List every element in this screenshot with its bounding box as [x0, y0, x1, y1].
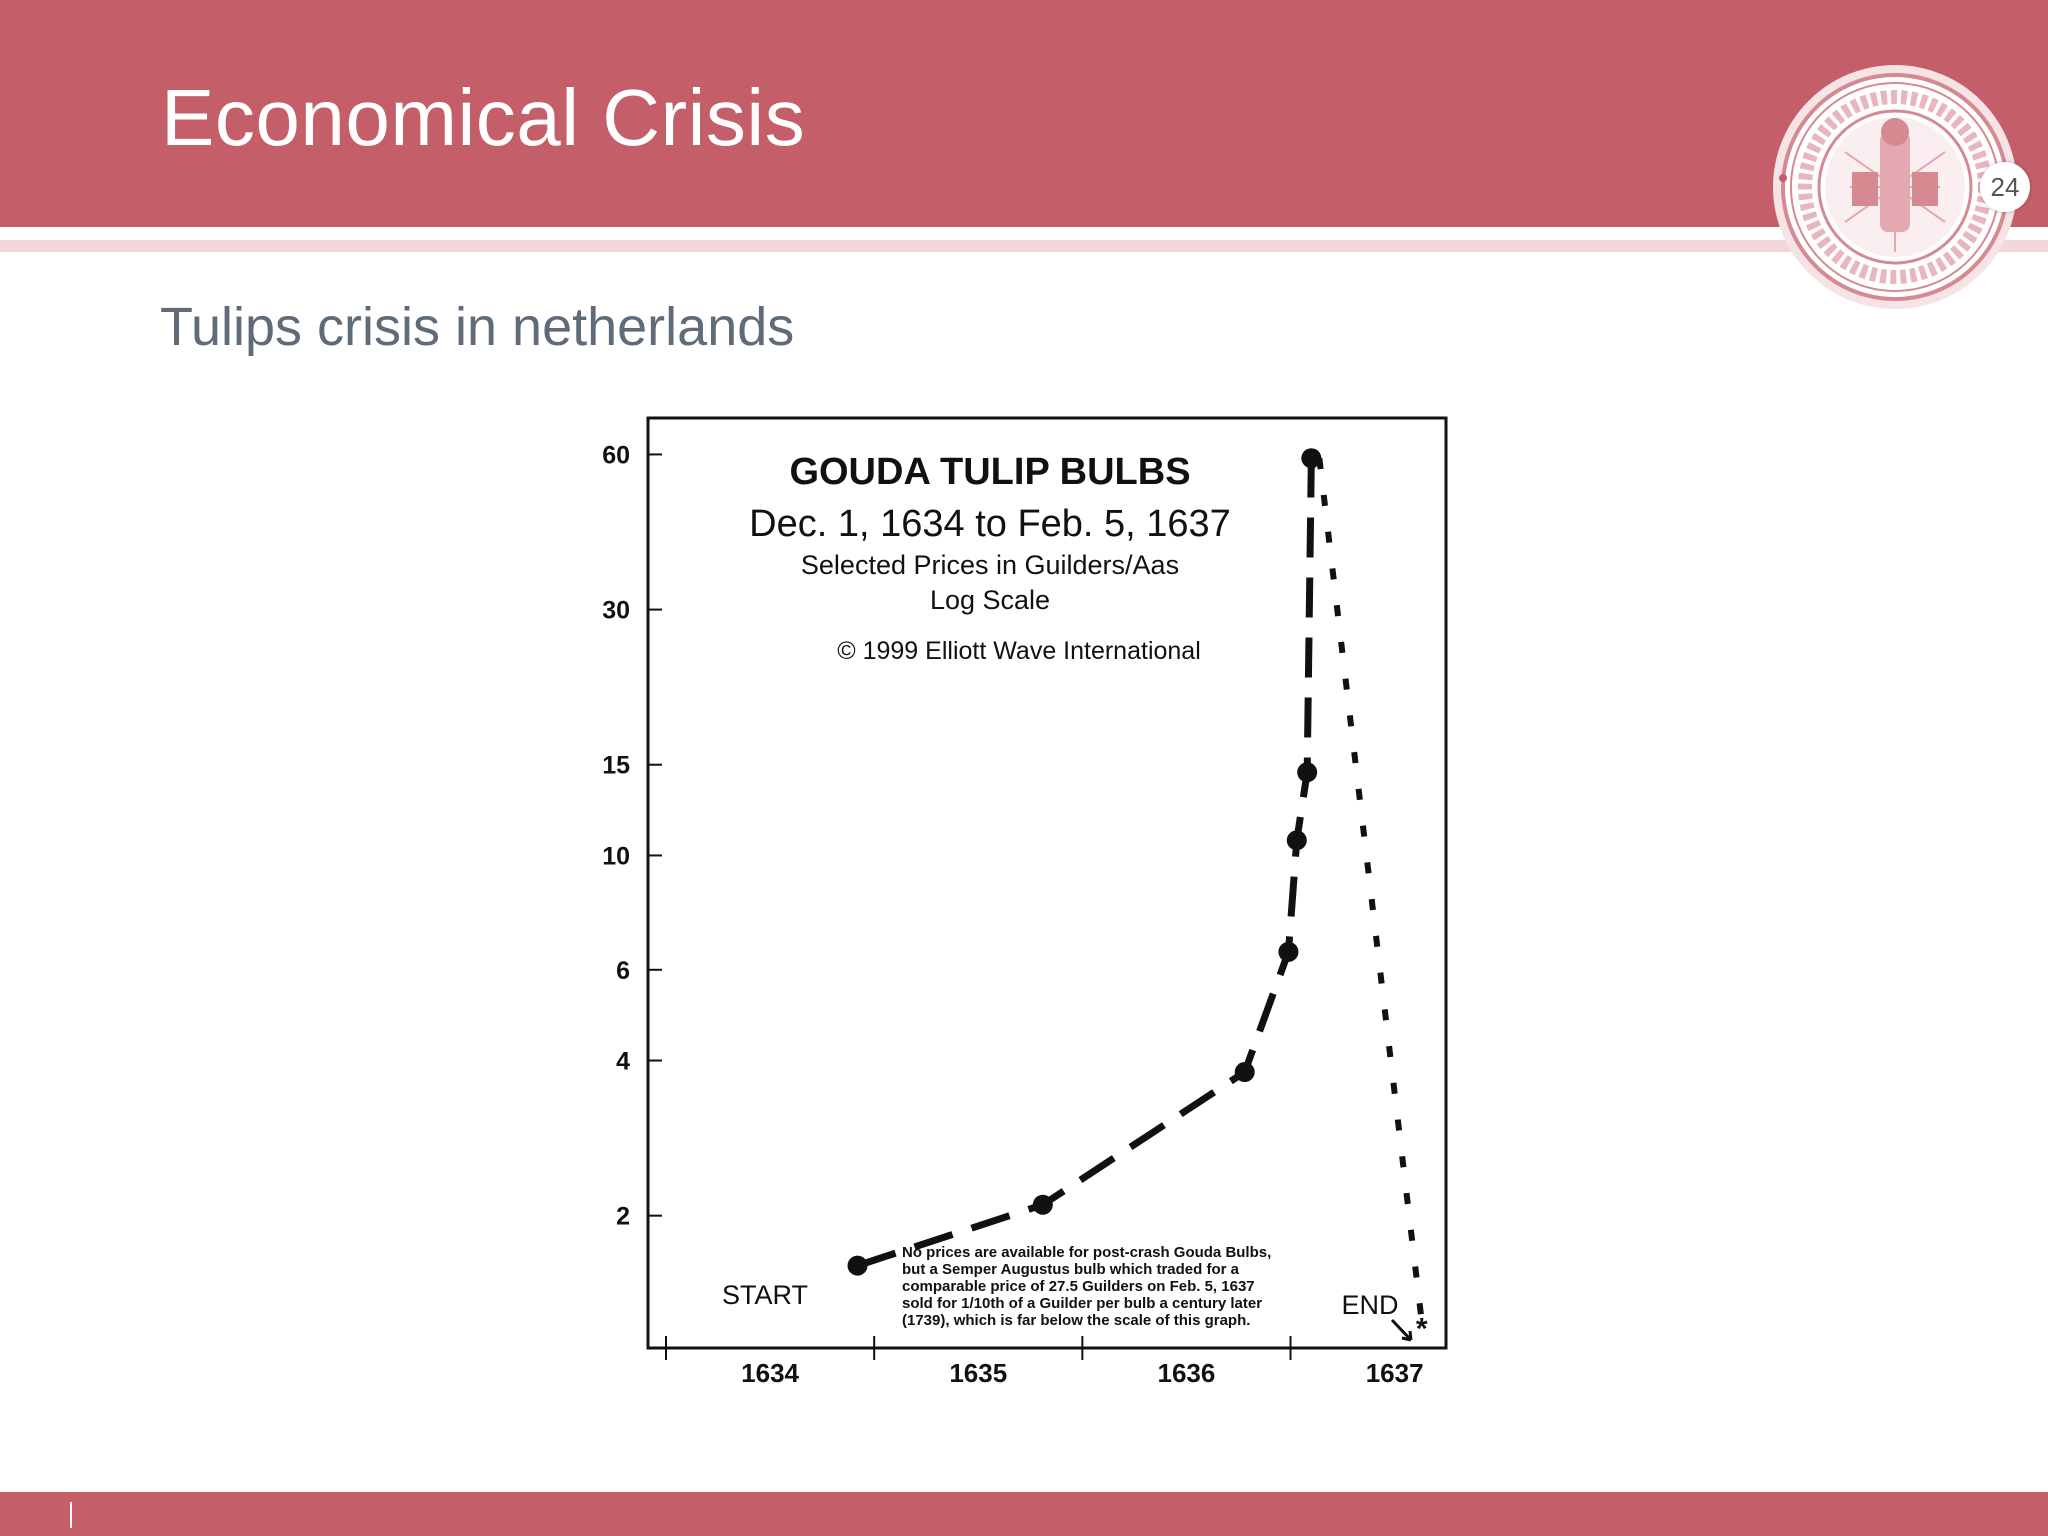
- footer-bar: [0, 1492, 2048, 1536]
- header-divider: [0, 240, 2048, 252]
- data-point: [1286, 830, 1307, 851]
- data-point: [847, 1255, 868, 1276]
- x-tick-label: 1636: [1158, 1358, 1216, 1388]
- y-tick-label: 30: [602, 597, 630, 625]
- y-tick-label: 60: [602, 441, 630, 469]
- plot-frame: [646, 416, 1448, 1350]
- y-tick-label: 4: [616, 1048, 630, 1076]
- x-axis: 1634 1635 1636 1637: [665, 1336, 1424, 1388]
- slide-subtitle: Tulips crisis in netherlands: [160, 297, 795, 357]
- series-layer: *: [847, 448, 1428, 1345]
- copyright-text: © 1999 Elliott Wave International: [837, 637, 1201, 665]
- x-tick-label: 1634: [741, 1358, 799, 1388]
- x-tick-label: 1635: [949, 1358, 1007, 1388]
- y-axis-label: Selected Prices in Guilders/Aas: [801, 550, 1179, 580]
- note-line: (1739), which is far below the scale of …: [902, 1312, 1250, 1329]
- note-line: sold for 1/10th of a Guilder per bulb a …: [902, 1295, 1262, 1312]
- data-point: [1297, 762, 1318, 783]
- end-star-marker: *: [1416, 1312, 1428, 1345]
- data-point: [1278, 941, 1299, 962]
- tulip-price-chart: 60 30 15 10 6 4 2 1634 1635 1636 1637 GOUDA TULIP…: [602, 416, 1448, 1388]
- header-bar: [0, 0, 2048, 227]
- note-line: No prices are available for post-crash G…: [902, 1244, 1271, 1261]
- y-tick-label: 10: [602, 842, 630, 870]
- data-point: [1032, 1194, 1053, 1215]
- y-axis: 60 30 15 10 6 4 2: [602, 441, 662, 1231]
- x-tick-label: 1637: [1366, 1358, 1424, 1388]
- page-number: 24: [1980, 162, 2030, 212]
- y-tick-label: 2: [616, 1203, 630, 1231]
- data-point: [1234, 1062, 1255, 1083]
- chart-title: GOUDA TULIP BULBS: [789, 451, 1190, 493]
- note-line: comparable price of 27.5 Guilders on Feb…: [902, 1278, 1255, 1295]
- data-point: [1301, 448, 1322, 469]
- slide-title: Economical Crisis: [161, 73, 806, 162]
- y-tick-label: 15: [602, 752, 630, 780]
- y-tick-label: 6: [616, 957, 630, 985]
- note-block: No prices are available for post-crash G…: [902, 1244, 1271, 1329]
- end-arrow: [1390, 1318, 1413, 1342]
- scale-label: Log Scale: [930, 585, 1050, 615]
- note-line: but a Semper Augustus bulb which traded …: [902, 1261, 1240, 1278]
- footer-divider: [70, 1502, 72, 1528]
- start-label: START: [722, 1280, 808, 1310]
- end-label: END: [1341, 1290, 1398, 1320]
- chart-subtitle: Dec. 1, 1634 to Feb. 5, 1637: [749, 503, 1231, 545]
- university-seal-icon: [1773, 65, 2017, 309]
